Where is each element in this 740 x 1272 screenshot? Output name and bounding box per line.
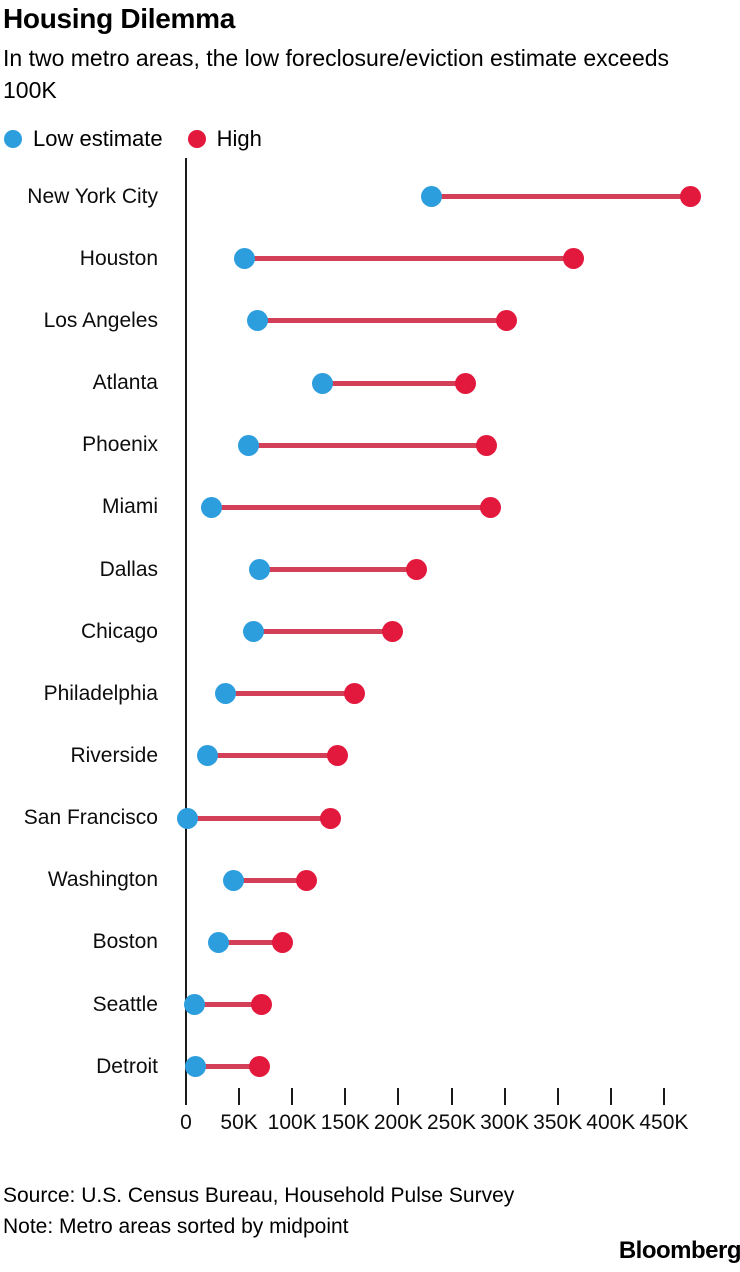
high-estimate-dot [405, 559, 427, 580]
range-connector-line [233, 877, 306, 883]
metro-label: Boston [92, 930, 158, 954]
chart-header: Housing Dilemma In two metro areas, the … [3, 2, 733, 106]
low-estimate-dot [246, 310, 268, 332]
metro-label: Riverside [70, 743, 158, 767]
metro-label: Phoenix [82, 433, 158, 457]
chart-legend: Low estimate High [4, 126, 262, 152]
range-connector-line [211, 504, 491, 510]
legend-label-low: Low estimate [33, 126, 163, 151]
high-estimate-dot [454, 372, 476, 394]
low-estimate-dot [185, 1056, 207, 1078]
chart-footer: Source: U.S. Census Bureau, Household Pu… [3, 1180, 740, 1242]
x-axis-tick [185, 1088, 187, 1105]
range-connector-line [253, 629, 392, 635]
x-axis-tick-label: 200K [373, 1111, 423, 1134]
metro-label: Miami [102, 495, 158, 519]
low-estimate-dot [238, 434, 260, 456]
high-estimate-dot [250, 994, 272, 1016]
legend-label-high: High [216, 126, 262, 151]
range-connector-line [259, 567, 417, 572]
range-connector-line [207, 753, 338, 759]
x-axis-tick [609, 1088, 612, 1105]
high-estimate-dot [272, 931, 294, 953]
range-connector-line [225, 691, 355, 697]
low-estimate-dot-icon [4, 130, 22, 148]
low-estimate-dot [183, 994, 205, 1016]
x-axis-tick [344, 1088, 347, 1105]
high-estimate-dot [563, 248, 585, 270]
low-estimate-dot [312, 372, 334, 394]
low-estimate-dot [223, 869, 245, 891]
range-connector-line [431, 194, 691, 200]
x-axis-tick [556, 1088, 559, 1105]
x-axis-tick-label: 100K [267, 1111, 317, 1134]
metro-label: Houston [79, 246, 158, 270]
x-axis-tick [397, 1088, 400, 1105]
x-axis-baseline [185, 158, 187, 1105]
x-axis-tick [291, 1088, 294, 1105]
high-estimate-dot [480, 496, 502, 518]
low-estimate-dot [208, 931, 230, 953]
dumbbell-chart: 0 50K 100K 150K 200K 250K 300K 350K 400K 450K New … [0, 158, 740, 1158]
metro-label: New York City [27, 184, 158, 208]
x-axis-tick-label: 300K [480, 1111, 530, 1134]
high-estimate-dot [295, 869, 317, 891]
high-estimate-dot [344, 683, 366, 705]
metro-label: Philadelphia [43, 681, 158, 705]
range-connector-line [194, 1002, 262, 1008]
low-estimate-dot [196, 745, 218, 767]
metro-label: San Francisco [23, 806, 158, 830]
metro-label: Washington [47, 868, 158, 892]
range-connector-line [257, 318, 507, 324]
metro-label: Atlanta [92, 371, 158, 395]
low-estimate-dot [233, 248, 255, 270]
low-estimate-dot [214, 683, 236, 705]
metro-label: Chicago [80, 619, 158, 643]
low-estimate-dot [420, 186, 442, 208]
high-estimate-dot [496, 310, 518, 332]
x-axis-tick-label: 50K [220, 1111, 258, 1134]
source-text: Source: U.S. Census Bureau, Household Pu… [3, 1184, 515, 1207]
high-estimate-dot [679, 186, 701, 208]
range-connector-line [187, 815, 331, 821]
note-text: Note: Metro areas sorted by midpoint [3, 1215, 349, 1238]
high-estimate-dot-icon [187, 130, 206, 148]
low-estimate-dot [243, 621, 265, 643]
range-connector-line [248, 442, 487, 448]
high-estimate-dot [381, 621, 403, 643]
legend-item-high: High [187, 126, 262, 152]
low-estimate-dot [200, 496, 222, 518]
low-estimate-dot [248, 559, 270, 580]
x-axis-tick-label: 150K [320, 1111, 370, 1134]
x-axis-tick-label: 0 [180, 1111, 192, 1134]
legend-item-low: Low estimate [4, 126, 163, 152]
page-title: Housing Dilemma [3, 3, 235, 34]
metro-label: Detroit [96, 1054, 158, 1078]
high-estimate-dot [476, 434, 498, 456]
x-axis-tick-label: 250K [426, 1111, 477, 1134]
high-estimate-dot [248, 1056, 270, 1078]
metro-label: Los Angeles [43, 308, 158, 332]
x-axis-tick [662, 1088, 665, 1105]
bloomberg-logo: Bloomberg [618, 1237, 740, 1264]
metro-label: Seattle [92, 992, 158, 1016]
low-estimate-dot [176, 807, 198, 829]
x-axis-tick-label: 350K [533, 1111, 583, 1134]
range-connector-line [218, 939, 283, 945]
range-connector-line [244, 256, 574, 262]
x-axis-tick [450, 1088, 453, 1105]
metro-label: Dallas [99, 557, 158, 581]
x-axis-tick-label: 450K [639, 1111, 689, 1134]
x-axis-tick-label: 400K [586, 1111, 636, 1134]
chart-subtitle: In two metro areas, the low foreclosure/… [3, 45, 670, 103]
high-estimate-dot [327, 745, 349, 767]
high-estimate-dot [319, 807, 341, 829]
range-connector-line [195, 1064, 260, 1070]
range-connector-line [322, 380, 466, 386]
x-axis-tick [238, 1088, 241, 1105]
x-axis-tick [503, 1088, 506, 1105]
